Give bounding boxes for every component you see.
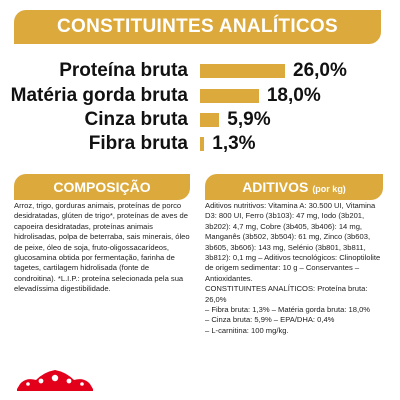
additives-text: Aditivos nutritivos: Vitamina A: 30.500 … — [205, 201, 387, 336]
analytic-bar-track — [200, 64, 285, 78]
analytic-bar — [200, 137, 205, 151]
analytic-row-label: Cinza bruta — [84, 109, 188, 130]
analytic-bar — [200, 89, 259, 103]
royal-canin-crown-logo — [17, 370, 93, 391]
analytic-bar-track — [200, 113, 285, 127]
additives-title: ADITIVOS — [242, 179, 309, 195]
analytic-row-label: Proteína bruta — [59, 60, 188, 81]
analytic-constituents-banner: CONSTITUINTES ANALÍTICOS — [14, 10, 381, 44]
analytic-bar — [200, 113, 220, 127]
additives-banner: ADITIVOS (por kg) — [205, 174, 383, 200]
additives-line: – L-carnitina: 100 mg/kg. — [205, 325, 289, 335]
composition-banner: COMPOSIÇÃO — [14, 174, 190, 200]
analytic-row: Matéria gorda bruta 18,0% — [0, 83, 400, 109]
analytic-title: CONSTITUINTES ANALÍTICOS — [57, 16, 338, 37]
analytic-bar-track — [200, 137, 285, 151]
composition-title: COMPOSIÇÃO — [53, 179, 151, 195]
analytic-row-value: 1,3% — [212, 133, 256, 154]
analytic-row: Fibra bruta 1,3% — [0, 131, 400, 157]
additives-line: – Fibra bruta: 1,3% – Matéria gorda brut… — [205, 305, 371, 315]
composition-text: Arroz, trigo, gorduras animais, proteína… — [14, 201, 190, 294]
analytic-row-value: 18,0% — [266, 85, 321, 106]
analytic-bar — [200, 64, 285, 78]
additives-line: Aditivos nutritivos: Vitamina A: 30.500 … — [205, 201, 381, 283]
additives-line: CONSTITUINTES ANALÍTICOS: Proteína bruta… — [205, 284, 368, 304]
additives-line: – Cinza bruta: 5,9% – EPA/DHA: 0,4% — [205, 315, 335, 325]
analytic-row-label: Fibra bruta — [88, 133, 188, 154]
analytic-bar-track — [200, 89, 285, 103]
analytic-row-label: Matéria gorda bruta — [10, 85, 188, 106]
analytic-row: Cinza bruta 5,9% — [0, 107, 400, 133]
analytic-row: Proteína bruta 26,0% — [0, 58, 400, 84]
analytic-row-value: 26,0% — [293, 60, 347, 81]
additives-unit: (por kg) — [312, 183, 346, 194]
analytic-row-value: 5,9% — [227, 109, 271, 130]
